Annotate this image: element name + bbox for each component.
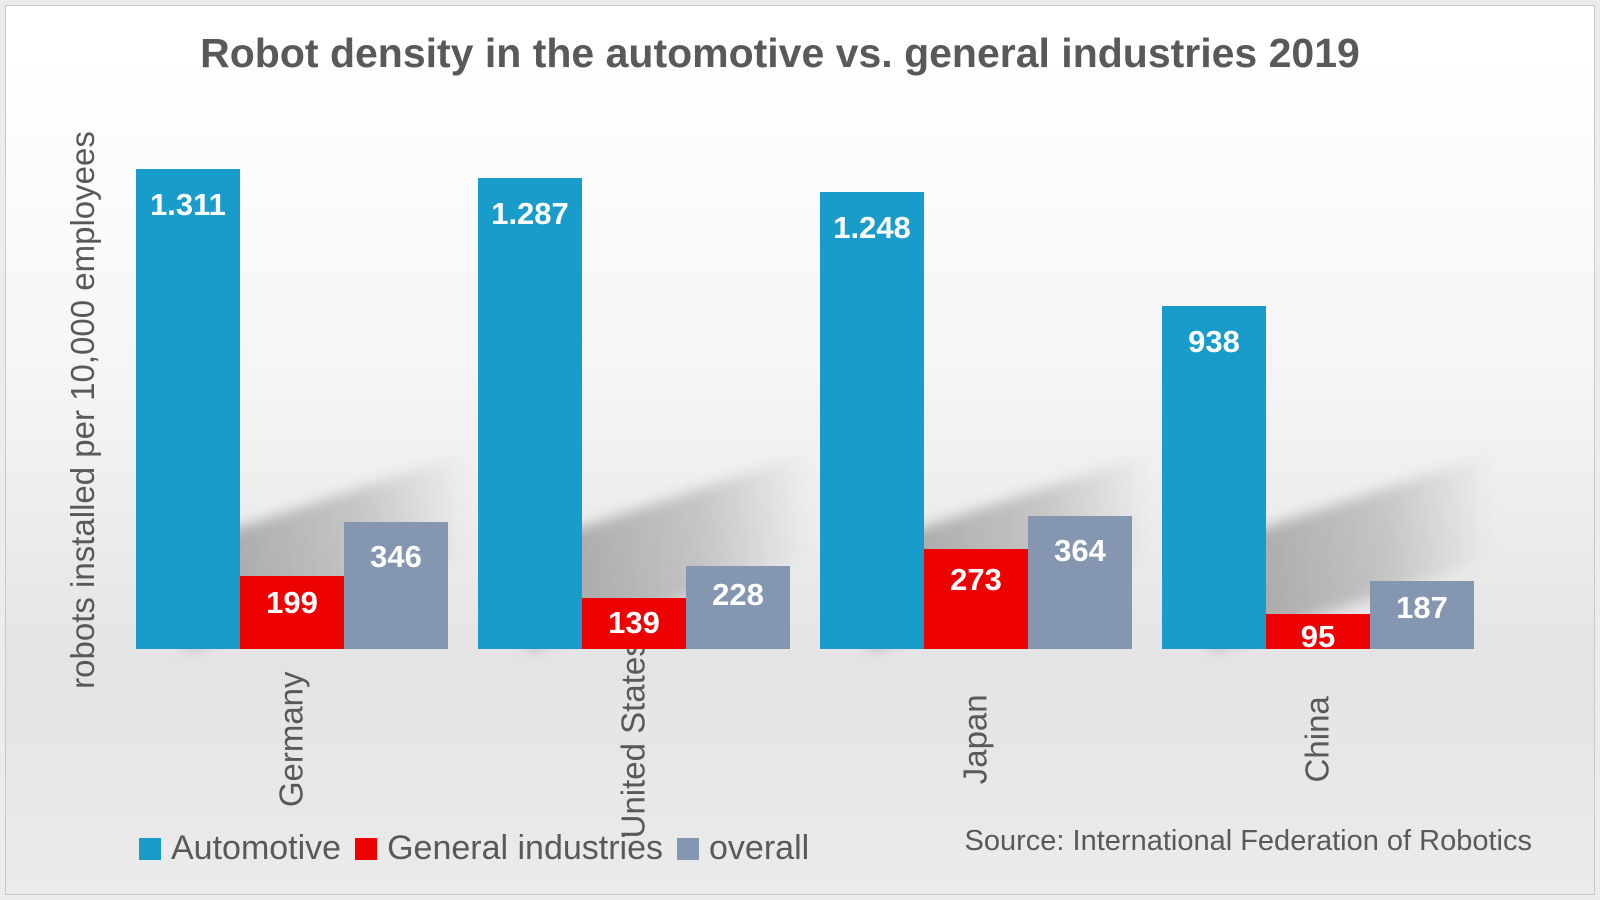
bar-value-label: 938 bbox=[1188, 324, 1240, 359]
bar-japan-general-industries: 273 bbox=[924, 549, 1028, 649]
chart-title: Robot density in the automotive vs. gene… bbox=[200, 30, 1360, 76]
bar-value-label: 346 bbox=[370, 539, 422, 574]
bar-china-general-industries: 95 bbox=[1266, 614, 1370, 654]
bar-japan-overall: 364 bbox=[1028, 516, 1132, 649]
chart-frame: Robot density in the automotive vs. gene… bbox=[5, 5, 1595, 895]
bar-germany-automotive: 1.311 bbox=[136, 169, 240, 649]
bar-value-label: 187 bbox=[1396, 590, 1448, 625]
legend-swatch-automotive bbox=[139, 837, 161, 860]
legend-item-general-industries: General industries bbox=[355, 829, 663, 868]
legend-swatch-overall bbox=[677, 837, 700, 860]
bar-china-automotive: 938 bbox=[1162, 306, 1266, 649]
legend-label-automotive: Automotive bbox=[171, 829, 342, 867]
y-axis-label: robots installed per 10,000 employees bbox=[64, 131, 101, 689]
bar-value-label: 228 bbox=[712, 577, 764, 612]
bar-china-overall: 187 bbox=[1370, 581, 1474, 649]
bar-germany-general-industries: 199 bbox=[240, 576, 344, 649]
legend-label-general-industries: General industries bbox=[387, 829, 664, 867]
bar-group-germany: 1.311 199 346 Germany bbox=[136, 169, 498, 807]
bar-value-label: 1.248 bbox=[833, 210, 911, 245]
bar-germany-overall: 346 bbox=[344, 522, 448, 649]
bar-japan-automotive: 1.248 bbox=[820, 192, 924, 649]
bar-united-states-automotive: 1.287 bbox=[478, 178, 582, 649]
legend-item-automotive: Automotive bbox=[139, 829, 341, 868]
legend: Automotive General industries overall bbox=[139, 829, 809, 868]
legend-item-overall: overall bbox=[677, 829, 809, 868]
plot-area: 1.311 199 346 Germany 1.287 139 228 Unit… bbox=[136, 169, 1524, 838]
bar-value-label: 199 bbox=[266, 585, 318, 620]
legend-swatch-general-industries bbox=[355, 837, 378, 860]
x-axis-label-china: China bbox=[1298, 695, 1336, 783]
bar-value-label: 139 bbox=[608, 605, 660, 640]
bar-value-label: 1.287 bbox=[491, 196, 569, 231]
legend-label-overall: overall bbox=[709, 829, 810, 867]
source-attribution: Source: International Federation of Robo… bbox=[964, 825, 1532, 857]
bar-united-states-general-industries: 139 bbox=[582, 598, 686, 649]
bar-value-label: 364 bbox=[1054, 533, 1106, 568]
bar-group-japan: 1.248 273 364 Japan bbox=[820, 176, 1182, 784]
x-axis-label-united-states: United States bbox=[614, 639, 652, 839]
bar-value-label: 1.311 bbox=[150, 187, 226, 222]
x-axis-label-germany: Germany bbox=[272, 671, 310, 807]
bar-value-label: 95 bbox=[1300, 619, 1336, 654]
bar-value-label: 273 bbox=[950, 562, 1002, 597]
x-axis-label-japan: Japan bbox=[956, 694, 994, 784]
bar-group-china: 938 95 187 China bbox=[1162, 176, 1524, 782]
bar-group-united-states: 1.287 139 228 United States bbox=[478, 176, 840, 838]
bar-united-states-overall: 228 bbox=[686, 566, 790, 649]
